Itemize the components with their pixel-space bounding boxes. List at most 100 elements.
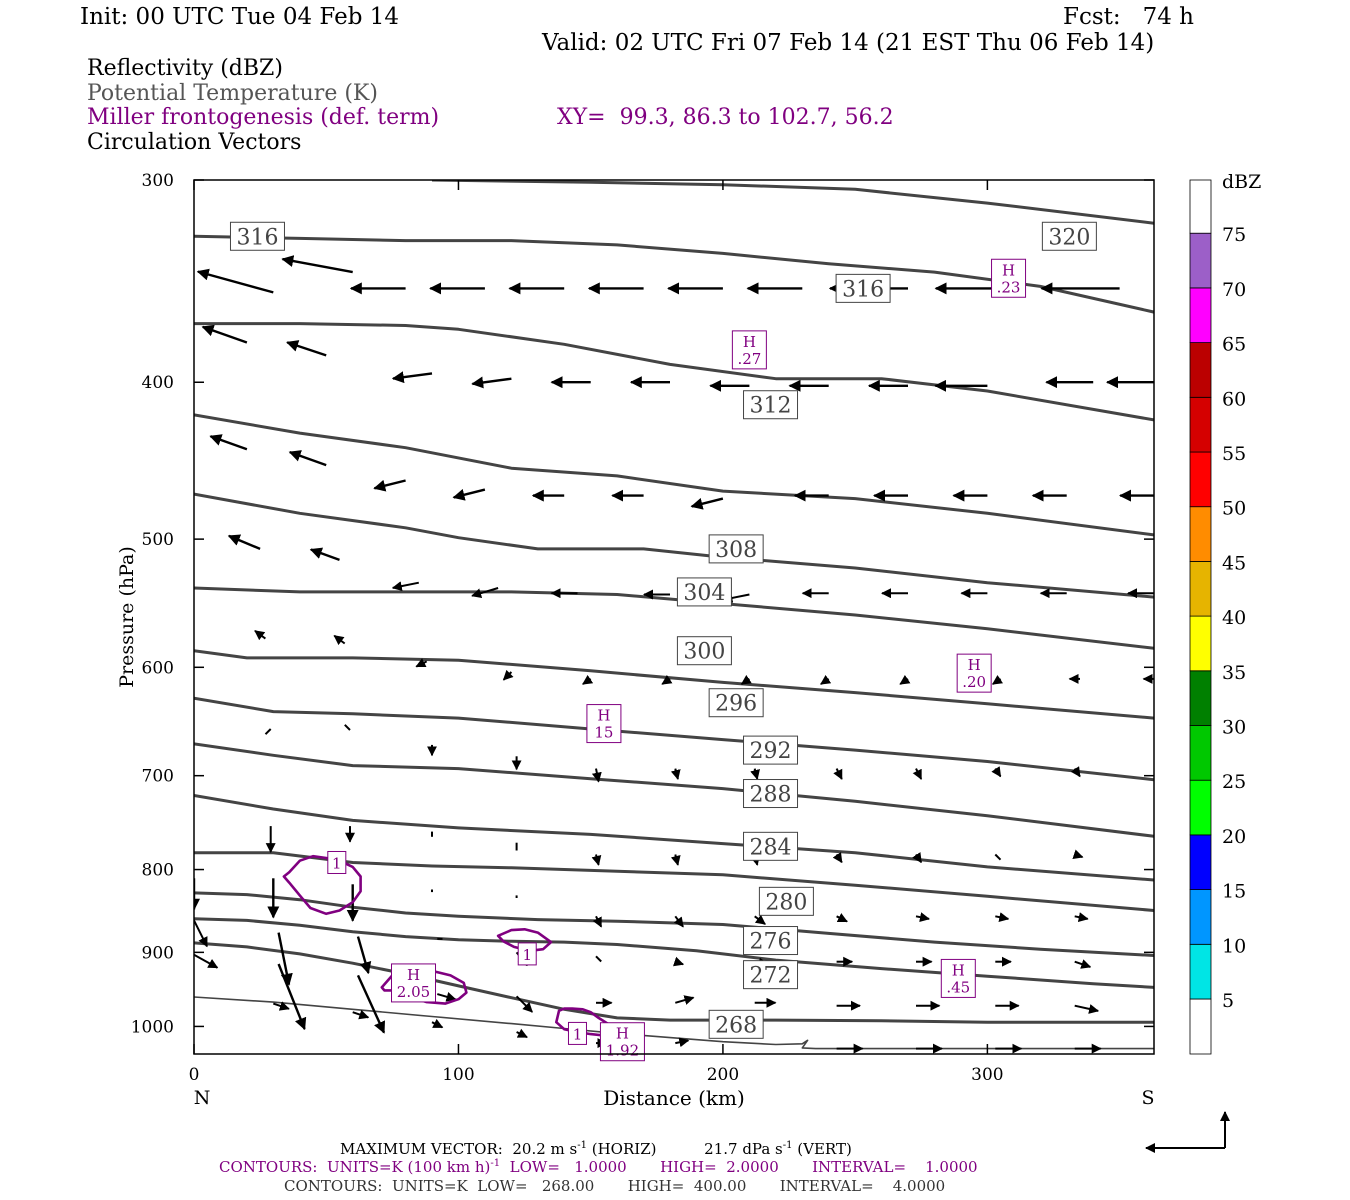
miller-label-contour: 1: [573, 1025, 583, 1043]
circulation-vector: [740, 674, 752, 685]
x-tick-label: 200: [707, 1065, 739, 1085]
colorbar-segment: [1189, 725, 1212, 781]
circulation-vector: [452, 488, 486, 501]
circulation-vector: [415, 658, 428, 668]
circulation-vector: [194, 919, 208, 948]
circulation-vector: [471, 587, 499, 599]
circulation-vector: [344, 724, 351, 731]
miller-label-h: H: [407, 966, 420, 984]
footer-contours-miller-post: LOW= 1.0000 HIGH= 2.0000 INTERVAL= 1.000…: [500, 1158, 978, 1176]
colorbar-segment: [1189, 889, 1212, 945]
colorbar-segment: [1189, 670, 1212, 726]
circulation-vector: [272, 1001, 290, 1011]
theta-label-box: [743, 390, 799, 420]
theta-label: 316: [236, 225, 278, 250]
colorbar-level-label: 20: [1222, 826, 1246, 848]
circulation-vector: [690, 497, 724, 510]
orientation-arrows-icon: [1145, 1111, 1230, 1153]
circulation-vector: [912, 768, 923, 780]
field-miller: Miller frontogenesis (def. term): [87, 105, 440, 130]
theta-label-box: [676, 577, 732, 607]
circulation-vector: [1074, 1004, 1100, 1014]
theta-label-box: [835, 273, 891, 303]
theta-label: 316: [842, 277, 884, 302]
miller-label-box: [567, 1021, 587, 1045]
miller-label-box: [940, 958, 976, 998]
circulation-vector: [899, 674, 911, 685]
y-tick-label: 1000: [131, 1017, 174, 1037]
circulation-vector: [194, 953, 219, 969]
colorbar-level-label: 50: [1222, 498, 1246, 520]
miller-label-box: [327, 850, 347, 874]
colorbar-title: dBZ: [1222, 171, 1261, 193]
y-tick-label: 700: [142, 767, 174, 787]
circulation-vector: [1072, 849, 1084, 859]
theta-label: 300: [683, 640, 725, 665]
circulation-vector: [991, 766, 1002, 778]
colorbar-level-label: 60: [1222, 388, 1246, 410]
circulation-vector: [201, 324, 248, 344]
theta-label-box: [1041, 221, 1097, 251]
circulation-vector: [209, 434, 248, 451]
miller-label-value: 2.05: [397, 983, 430, 1001]
miller-label-value: 1.92: [606, 1042, 639, 1060]
theta-contour-308: [194, 492, 1154, 599]
xy-endpoints: XY= 99.3, 86.3 to 102.7, 56.2: [557, 105, 894, 130]
theta-contour-top: [431, 180, 1154, 225]
colorbar-segment: [1189, 179, 1212, 234]
circulation-vector: [515, 995, 533, 1013]
miller-label-value: .20: [962, 673, 986, 691]
theta-label-box: [743, 779, 799, 809]
miller-label-box: [731, 330, 767, 370]
theta-label-box: [676, 636, 732, 666]
theta-label: 276: [750, 930, 792, 955]
circulation-vector: [1074, 912, 1089, 923]
theta-label: 272: [750, 964, 792, 989]
theta-label-box: [708, 688, 764, 718]
circulation-vector: [431, 1018, 444, 1029]
miller-label-box: [517, 942, 537, 966]
circulation-vector: [333, 634, 346, 646]
circulation-vector: [675, 1037, 690, 1048]
theta-contour-292: [194, 742, 1154, 838]
circulation-vector: [595, 955, 602, 963]
miller-label-h: H: [1002, 261, 1015, 279]
miller-contours: [282, 854, 640, 1038]
theta-label-box: [743, 926, 799, 956]
circulation-vector: [672, 956, 685, 967]
circulation-vector: [820, 674, 832, 685]
miller-label-box: [991, 258, 1027, 298]
footer-contours-miller: CONTOURS: UNITS=K (100 km h)-1 LOW= 1.00…: [219, 1158, 978, 1176]
circulation-vector: [670, 854, 681, 866]
init-time: Init: 00 UTC Tue 04 Feb 14: [80, 4, 400, 30]
circulation-vector: [356, 936, 372, 975]
x-left-label-n: N: [194, 1087, 211, 1109]
colorbar-segment: [1189, 943, 1212, 1000]
circulation-vector: [1070, 766, 1081, 778]
circulation-vector: [352, 1009, 370, 1020]
circulation-vector: [264, 728, 272, 735]
colorbar-segment: [1189, 998, 1212, 1055]
circulation-vector: [391, 581, 419, 592]
circulation-vector: [254, 629, 266, 641]
field-circulation: Circulation Vectors: [87, 130, 302, 155]
x-right-label-s: S: [1141, 1087, 1154, 1109]
colorbar-level-label: 25: [1222, 771, 1246, 793]
colorbar-level-label: 40: [1222, 607, 1246, 629]
miller-label-value: .27: [737, 350, 761, 368]
miller-contour: [282, 854, 362, 916]
theta-contour-268: [194, 996, 1154, 1050]
x-tick-label: 0: [189, 1065, 200, 1085]
theta-contour-296: [194, 696, 1154, 782]
colorbar-segment: [1189, 615, 1212, 672]
footer-max-vector-exp: -1: [577, 1140, 587, 1151]
y-tick-label: 300: [142, 171, 174, 191]
theta-label-box: [743, 960, 799, 990]
theta-label: 288: [750, 783, 792, 808]
theta-contour-272: [194, 941, 1154, 1024]
y-tick-label: 400: [142, 373, 174, 393]
circulation-vector: [502, 669, 514, 681]
circulation-vector: [309, 547, 340, 562]
